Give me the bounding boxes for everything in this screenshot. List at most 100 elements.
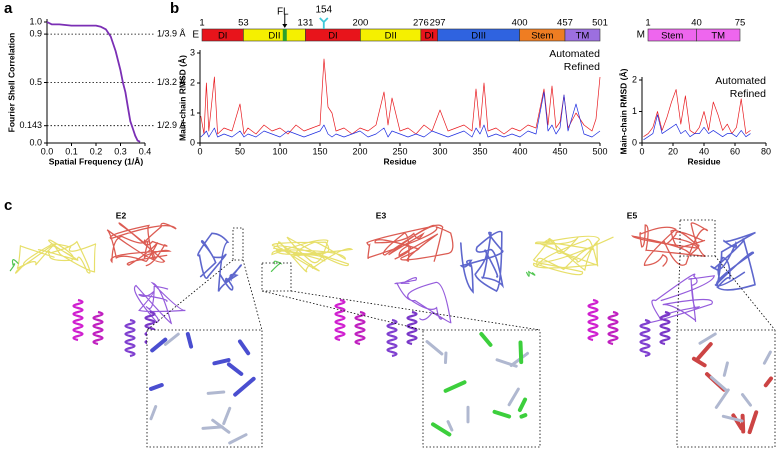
domain-boundary: 276 bbox=[413, 18, 429, 29]
data-line bbox=[46, 21, 141, 143]
domain-name: Stem bbox=[531, 31, 553, 42]
ribbon bbox=[710, 231, 756, 291]
stick bbox=[233, 376, 256, 397]
ribbon bbox=[526, 270, 536, 277]
y-tick-label: 0.9 bbox=[29, 28, 42, 38]
zoom-line bbox=[146, 259, 234, 331]
x-tick-label: 0 bbox=[639, 146, 644, 156]
x-tick-label: 200 bbox=[352, 146, 367, 156]
y-tick-label: 1 bbox=[632, 106, 637, 116]
helix bbox=[334, 298, 346, 342]
domain-name: DI bbox=[425, 31, 435, 42]
glycan bbox=[319, 17, 329, 29]
threshold-label: 1/2.9 Å bbox=[157, 120, 186, 130]
y-tick-label: 1.0 bbox=[29, 16, 42, 26]
stick bbox=[206, 390, 226, 395]
stick bbox=[149, 405, 158, 421]
zoom-line bbox=[290, 290, 541, 331]
ribbon bbox=[646, 273, 715, 324]
stick bbox=[740, 413, 746, 434]
stick bbox=[443, 380, 467, 393]
ribbon bbox=[271, 236, 354, 273]
y-axis-title: Fourier Shell Correlation bbox=[6, 33, 16, 133]
ribbon bbox=[532, 235, 614, 276]
y-tick-label: 0.5 bbox=[29, 77, 42, 87]
arrow-head bbox=[282, 24, 288, 28]
panel-label: b bbox=[170, 0, 179, 17]
x-tick-label: 40 bbox=[699, 146, 709, 156]
domain-boundary: 40 bbox=[691, 18, 702, 29]
helix bbox=[406, 310, 418, 346]
fusion-loop bbox=[282, 29, 287, 41]
legend-entry: Automated bbox=[715, 75, 766, 87]
stick bbox=[763, 376, 773, 388]
stick bbox=[714, 388, 730, 409]
ribbon bbox=[106, 222, 177, 267]
helix bbox=[92, 310, 104, 346]
domain-boundary: 75 bbox=[735, 18, 746, 29]
x-tick-label: 300 bbox=[432, 146, 447, 156]
ribbon bbox=[394, 277, 452, 324]
domain-boundary: 1 bbox=[645, 18, 650, 29]
ribbon bbox=[15, 239, 97, 274]
x-tick-label: 0.4 bbox=[139, 146, 152, 156]
stick bbox=[762, 350, 772, 365]
stick bbox=[518, 340, 524, 365]
helix bbox=[659, 310, 671, 346]
domain-bar-label: E bbox=[192, 30, 199, 41]
stick bbox=[430, 422, 452, 437]
helix bbox=[354, 310, 366, 346]
threshold-label: 1/3.2 Å bbox=[157, 77, 186, 87]
helix bbox=[124, 318, 136, 358]
domain-boundary: 1 bbox=[199, 18, 204, 29]
ribbon bbox=[9, 259, 19, 272]
domain-boundary: 200 bbox=[352, 18, 368, 29]
x-axis-title: Spatial Frequency (1/Å) bbox=[49, 156, 144, 166]
zoom-box bbox=[679, 219, 716, 257]
stick bbox=[228, 433, 248, 445]
y-axis-title: Main-chain RMSD (Å) bbox=[177, 55, 187, 141]
domain-boundary: 131 bbox=[298, 18, 314, 29]
panel-label: a bbox=[4, 0, 13, 17]
domain-boundary: 297 bbox=[430, 18, 446, 29]
domain-name: DIII bbox=[471, 31, 486, 42]
zoom-line bbox=[714, 255, 776, 331]
x-tick-label: 400 bbox=[512, 146, 527, 156]
x-tick-label: 0.3 bbox=[114, 146, 127, 156]
threshold-label: 1/3.9 Å bbox=[157, 28, 186, 38]
domain-name: TM bbox=[711, 31, 725, 42]
panel-label: c bbox=[4, 197, 12, 214]
x-tick-label: 450 bbox=[552, 146, 567, 156]
domain-name: TM bbox=[576, 31, 590, 42]
structure-label: E5 bbox=[627, 210, 638, 220]
data-line bbox=[643, 89, 751, 137]
legend-entry: Automated bbox=[549, 48, 600, 60]
ribbon bbox=[459, 230, 504, 294]
y-tick-label: 0 bbox=[632, 137, 637, 147]
y-tick-label: 0.143 bbox=[19, 120, 42, 130]
y-tick-label: 0.0 bbox=[29, 137, 42, 147]
data-line bbox=[200, 58, 601, 135]
stick bbox=[721, 414, 744, 423]
domain-boundary: 400 bbox=[512, 18, 528, 29]
stick bbox=[747, 410, 759, 435]
stick bbox=[446, 420, 454, 432]
stick bbox=[507, 387, 520, 407]
ribbon bbox=[631, 222, 709, 267]
domain-boundary: 53 bbox=[238, 18, 249, 29]
stick bbox=[226, 362, 244, 376]
x-tick-label: 80 bbox=[761, 146, 771, 156]
x-axis-title: Residue bbox=[383, 156, 416, 166]
x-tick-label: 20 bbox=[668, 146, 678, 156]
x-tick-label: 60 bbox=[730, 146, 740, 156]
y-tick-label: 2 bbox=[632, 74, 637, 84]
y-tick-label: 3 bbox=[190, 47, 195, 57]
stick bbox=[519, 413, 528, 419]
stick bbox=[212, 358, 231, 366]
stick bbox=[479, 332, 493, 347]
data-line bbox=[643, 114, 751, 141]
domain-segment bbox=[696, 28, 741, 42]
domain-name: Stem bbox=[661, 31, 683, 42]
x-tick-label: 50 bbox=[235, 146, 245, 156]
